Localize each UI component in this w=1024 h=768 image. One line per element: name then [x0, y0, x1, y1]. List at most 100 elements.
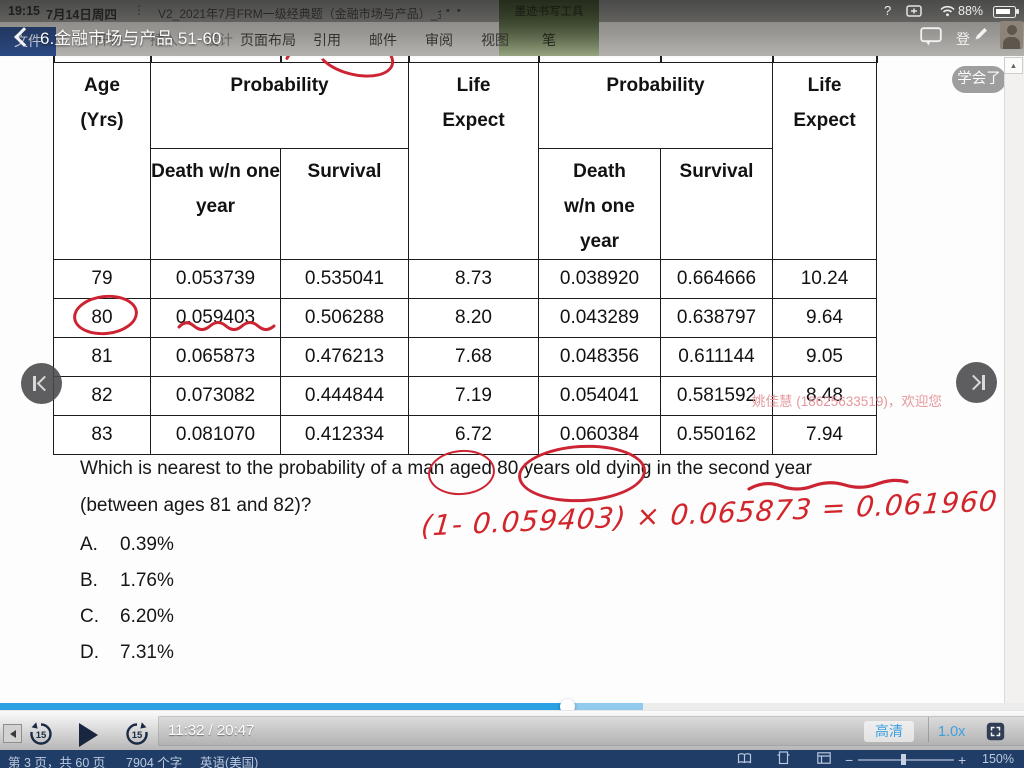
- more-menu-icon[interactable]: ⋮: [133, 3, 145, 17]
- table-cell: 83: [53, 415, 151, 455]
- table-cell: 0.060384: [538, 415, 661, 455]
- table-cell: 0.043289: [538, 298, 661, 338]
- option-value: 1.76%: [120, 570, 174, 591]
- table-cell: 10.24: [772, 259, 877, 299]
- th-survival-left: Survival: [280, 148, 409, 260]
- th-probability-left: Probability: [150, 62, 409, 149]
- language-indicator[interactable]: 英语(美国): [200, 756, 259, 768]
- table-cell: 9.05: [772, 337, 877, 377]
- th-death-right: Death w/n one year: [538, 148, 661, 260]
- table-cell: 7.94: [772, 415, 877, 455]
- back-button[interactable]: [14, 27, 34, 49]
- table-cell: 8.73: [408, 259, 539, 299]
- previous-section-button[interactable]: [21, 363, 62, 404]
- option-letter: D.: [80, 642, 99, 663]
- tab-pen[interactable]: 笔: [542, 32, 556, 48]
- progress-bar-buffered: [563, 703, 643, 710]
- scroll-up-button[interactable]: ▲: [1004, 57, 1023, 74]
- option-value: 7.31%: [120, 642, 174, 663]
- playback-speed-button[interactable]: 1.0x: [938, 724, 966, 740]
- tab-references[interactable]: 引用: [313, 32, 341, 48]
- battery-icon: [993, 6, 1016, 18]
- battery-percent: 88%: [958, 4, 984, 18]
- pencil-icon[interactable]: [973, 26, 989, 42]
- play-button[interactable]: [79, 723, 98, 747]
- table-cell: 0.476213: [280, 337, 409, 377]
- fullscreen-button[interactable]: [986, 722, 1005, 741]
- next-chevron-icon: [965, 374, 982, 391]
- learned-button[interactable]: 学会了: [952, 66, 1006, 93]
- question-line-1: Which is nearest to the probability of a…: [80, 458, 812, 479]
- table-top-stub: [280, 55, 282, 63]
- option-c: C. 6.20%: [80, 599, 174, 635]
- forward-15-button[interactable]: 15: [124, 721, 150, 747]
- table-row: 82 0.073082 0.444844 7.19 0.054041 0.581…: [53, 376, 877, 416]
- table-top-stub: [408, 55, 410, 63]
- quality-button[interactable]: 高清: [864, 721, 914, 742]
- rewind-15-button[interactable]: 15: [28, 721, 54, 747]
- progress-bar-played: [0, 703, 563, 710]
- next-section-button[interactable]: [956, 362, 997, 403]
- zoom-in-button[interactable]: +: [958, 752, 967, 768]
- table-cell: 0.550162: [660, 415, 773, 455]
- table-top-stub: [660, 55, 662, 63]
- avatar[interactable]: [1000, 21, 1023, 49]
- table-row: 81 0.065873 0.476213 7.68 0.048356 0.611…: [53, 337, 877, 377]
- scrollbar-track[interactable]: [1004, 57, 1024, 723]
- zoom-out-button[interactable]: −: [845, 752, 854, 768]
- read-mode-icon[interactable]: [737, 752, 752, 765]
- answer-options: A. 0.39% B. 1.76% C. 6.20% D. 7.31%: [80, 527, 174, 671]
- question-line-2: (between ages 81 and 82)?: [80, 495, 312, 516]
- tab-view[interactable]: 视图: [481, 32, 509, 48]
- zoom-slider-knob[interactable]: [901, 754, 906, 765]
- table-cell: 6.72: [408, 415, 539, 455]
- comment-icon[interactable]: [920, 27, 942, 46]
- table-cell: 0.444844: [280, 376, 409, 416]
- table-cell: 0.664666: [660, 259, 773, 299]
- collapse-controls-button[interactable]: [3, 724, 22, 743]
- table-cell: 0.054041: [538, 376, 661, 416]
- prev-chevron-icon: [36, 375, 53, 392]
- table-cell: 0.412334: [280, 415, 409, 455]
- svg-text:15: 15: [132, 730, 143, 741]
- document-title: V2_2021年7月FRM一级经典题（金融市场与产品）_金程教育Y...: [158, 7, 441, 21]
- battery-nub: [1016, 9, 1019, 14]
- print-layout-icon[interactable]: [777, 751, 790, 765]
- table-cell: 80: [53, 298, 151, 338]
- table-cell: 0.611144: [660, 337, 773, 377]
- th-life-expect-left: Life Expect: [408, 62, 539, 260]
- zoom-percentage[interactable]: 150%: [982, 752, 1014, 766]
- table-top-stub: [876, 55, 878, 63]
- table-cell: 8.20: [408, 298, 539, 338]
- table-cell: 81: [53, 337, 151, 377]
- question-text: Which is nearest to the probability of a…: [80, 450, 812, 524]
- table-cell: 9.64: [772, 298, 877, 338]
- table-cell: 7.68: [408, 337, 539, 377]
- th-age: Age (Yrs): [53, 62, 151, 260]
- th-probability-right: Probability: [538, 62, 773, 149]
- option-letter: B.: [80, 570, 98, 591]
- page-indicator[interactable]: 第 3 页，共 60 页: [8, 756, 106, 768]
- mortality-table: Age (Yrs) Probability Life Expect Probabil…: [53, 62, 877, 455]
- login-label[interactable]: 登: [956, 31, 970, 47]
- tab-layout[interactable]: 页面布局: [240, 32, 296, 48]
- word-status-bar: [0, 750, 1024, 768]
- zoom-slider-track[interactable]: [858, 758, 954, 761]
- pip-icon[interactable]: [906, 5, 922, 17]
- tab-review[interactable]: 审阅: [425, 32, 453, 48]
- system-time: 19:15: [8, 4, 40, 18]
- table-cell: 0.506288: [280, 298, 409, 338]
- table-cell: 0.581592: [660, 376, 773, 416]
- player-controls-bar: [0, 710, 1024, 751]
- table-top-stub: [150, 55, 152, 63]
- help-icon[interactable]: ?: [884, 3, 892, 18]
- table-cell: 82: [53, 376, 151, 416]
- table-top-stub: [53, 55, 55, 63]
- th-survival-right: Survival: [660, 148, 773, 260]
- ink-tools-label[interactable]: 墨迹书写工具: [514, 6, 584, 18]
- web-layout-icon[interactable]: [817, 752, 831, 764]
- word-count[interactable]: 7904 个字: [126, 756, 183, 768]
- table-cell: 0.038920: [538, 259, 661, 299]
- tab-mailings[interactable]: 邮件: [369, 32, 397, 48]
